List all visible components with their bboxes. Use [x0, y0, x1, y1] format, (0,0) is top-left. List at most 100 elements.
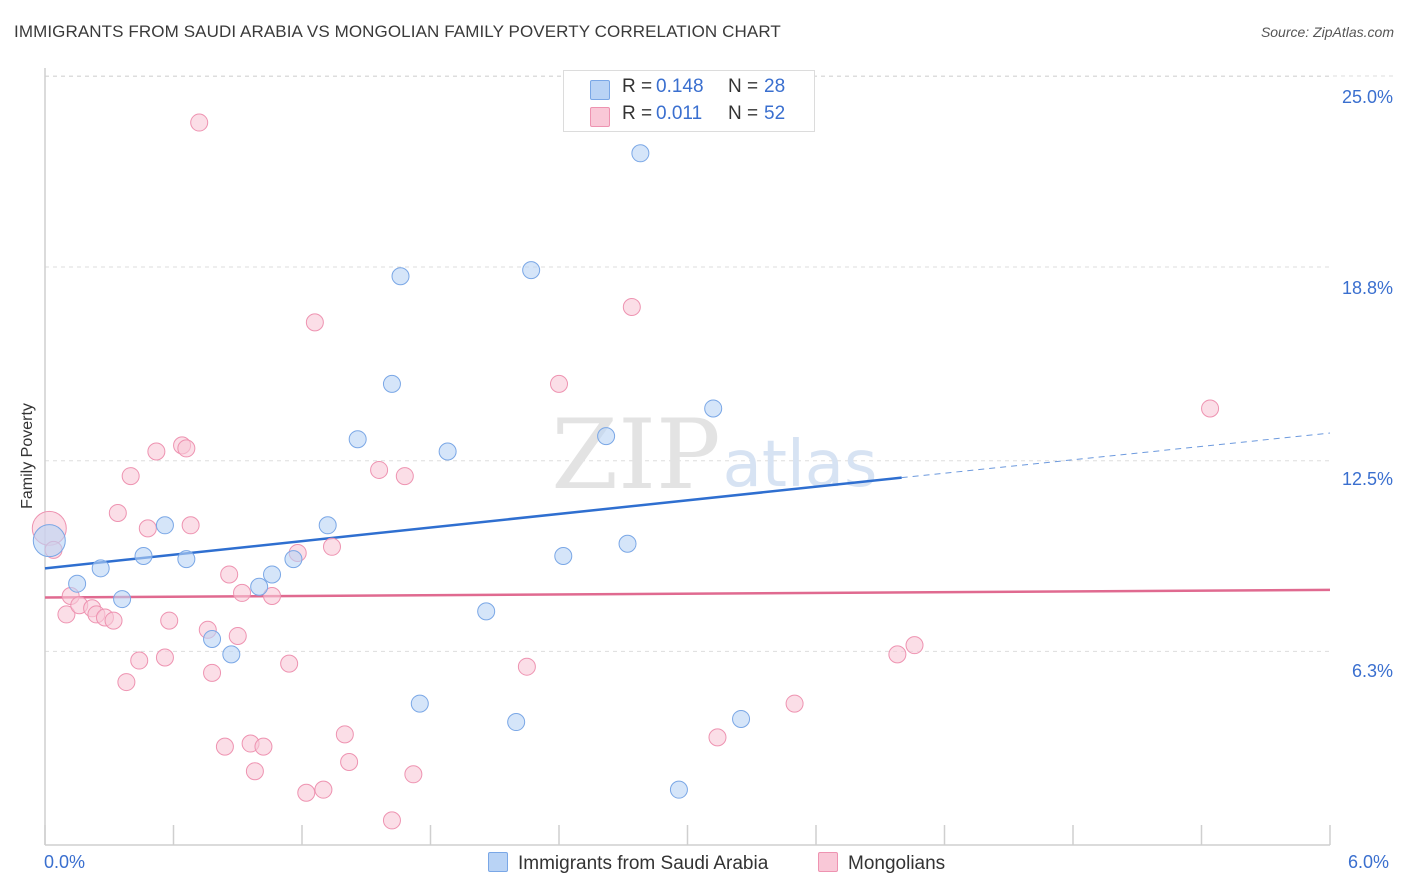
data-point-mongolians — [233, 583, 252, 602]
bottom-legend-label: Mongolians — [848, 853, 946, 874]
data-point-saudi-arabia — [410, 694, 429, 713]
data-point-mongolians — [622, 298, 641, 317]
data-point-saudi-arabia — [732, 709, 751, 728]
data-point-saudi-arabia — [32, 524, 66, 558]
data-point-saudi-arabia — [554, 547, 573, 566]
data-point-saudi-arabia — [522, 261, 541, 280]
x-tick-min: 0.0% — [44, 852, 86, 872]
legend-r-label: R = — [622, 76, 653, 97]
bottom-legend-mongolians[interactable]: Mongolians — [818, 852, 945, 875]
data-point-saudi-arabia — [507, 713, 526, 732]
series-mongolians — [31, 113, 1220, 830]
data-point-mongolians — [550, 374, 568, 393]
data-point-saudi-arabia — [618, 534, 637, 553]
data-point-saudi-arabia — [91, 559, 110, 578]
data-point-saudi-arabia — [222, 645, 241, 664]
data-point-mongolians — [147, 442, 166, 461]
data-point-mongolians — [1201, 399, 1220, 418]
axes — [44, 68, 1331, 846]
data-point-mongolians — [517, 657, 536, 676]
data-point-mongolians — [263, 586, 282, 605]
data-point-saudi-arabia — [113, 590, 132, 609]
data-point-mongolians — [888, 645, 907, 664]
data-point-mongolians — [155, 648, 174, 667]
data-point-mongolians — [220, 565, 239, 584]
correlation-legend: R = 0.148 N = 28 R = 0.011 N = 52 — [563, 70, 815, 132]
data-point-mongolians — [121, 467, 140, 486]
data-point-saudi-arabia — [155, 516, 174, 535]
source-label: Source: ZipAtlas.com — [1260, 24, 1394, 40]
bottom-legend-saudi[interactable]: Immigrants from Saudi Arabia — [488, 852, 768, 875]
legend-n-label: N = — [728, 103, 759, 124]
watermark-atlas: atlas — [723, 428, 878, 502]
data-point-mongolians — [395, 467, 414, 486]
data-point-mongolians — [190, 113, 209, 132]
bottom-legend-label: Immigrants from Saudi Arabia — [518, 853, 769, 874]
bottom-legend-swatch-pink — [818, 852, 838, 872]
legend-n-value: 52 — [764, 103, 786, 124]
data-point-saudi-arabia — [477, 602, 496, 621]
data-point-mongolians — [370, 460, 389, 479]
trend-line-saudi-extension — [901, 432, 1331, 479]
data-point-saudi-arabia — [704, 399, 723, 418]
data-point-mongolians — [104, 611, 123, 630]
data-point-saudi-arabia — [348, 430, 367, 449]
data-point-mongolians — [57, 605, 76, 624]
data-point-mongolians — [905, 636, 924, 655]
data-point-saudi-arabia — [68, 574, 87, 593]
data-point-mongolians — [305, 313, 324, 332]
data-point-mongolians — [130, 651, 149, 670]
legend-r-value: 0.011 — [656, 103, 703, 124]
data-point-mongolians — [181, 516, 200, 535]
data-point-saudi-arabia — [177, 550, 196, 569]
watermark-zip: ZIP — [551, 399, 720, 511]
data-point-mongolians — [108, 503, 127, 522]
legend-n-value: 28 — [764, 76, 786, 97]
data-point-saudi-arabia — [134, 547, 153, 566]
data-point-saudi-arabia — [250, 577, 269, 596]
grid-lines — [45, 75, 1395, 652]
data-point-mongolians — [708, 728, 727, 747]
legend-r-label: R = — [622, 103, 653, 124]
data-point-mongolians — [785, 694, 804, 713]
data-point-mongolians — [160, 611, 179, 630]
data-point-saudi-arabia — [203, 630, 222, 649]
data-point-mongolians — [245, 762, 264, 781]
x-tick-max: 6.0% — [1348, 852, 1390, 872]
data-point-saudi-arabia — [284, 550, 303, 569]
data-point-mongolians — [404, 765, 423, 784]
data-point-mongolians — [254, 737, 273, 756]
data-point-mongolians — [203, 663, 222, 682]
trend-line-mongolians — [44, 588, 1331, 599]
data-point-mongolians — [228, 626, 247, 645]
data-point-mongolians — [340, 752, 359, 771]
data-point-mongolians — [314, 780, 333, 799]
data-point-mongolians — [322, 537, 341, 556]
data-point-mongolians — [335, 725, 354, 744]
legend-r-value: 0.148 — [656, 76, 704, 97]
data-point-mongolians — [215, 737, 234, 756]
chart-title: IMMIGRANTS FROM SAUDI ARABIA VS MONGOLIA… — [14, 22, 781, 41]
y-tick-25: 25.0% — [1341, 87, 1393, 107]
y-tick-6-3: 6.3% — [1351, 661, 1393, 681]
legend-swatch-pink — [590, 107, 610, 127]
y-tick-18-8: 18.8% — [1341, 278, 1393, 298]
data-point-saudi-arabia — [382, 374, 401, 393]
watermark: ZIP atlas — [551, 399, 877, 511]
data-point-saudi-arabia — [391, 267, 410, 286]
data-point-mongolians — [297, 783, 316, 802]
data-point-saudi-arabia — [318, 516, 337, 535]
data-point-mongolians — [138, 519, 157, 538]
y-tick-12-5: 12.5% — [1341, 469, 1393, 489]
data-point-mongolians — [177, 439, 196, 458]
data-point-mongolians — [280, 654, 299, 673]
data-point-mongolians — [382, 811, 401, 830]
data-point-saudi-arabia — [669, 780, 688, 799]
data-point-saudi-arabia — [597, 427, 616, 446]
legend-n-label: N = — [728, 76, 759, 97]
legend-swatch-blue — [590, 80, 610, 100]
data-point-mongolians — [117, 673, 136, 692]
data-point-saudi-arabia — [631, 144, 650, 163]
data-point-saudi-arabia — [263, 565, 282, 584]
